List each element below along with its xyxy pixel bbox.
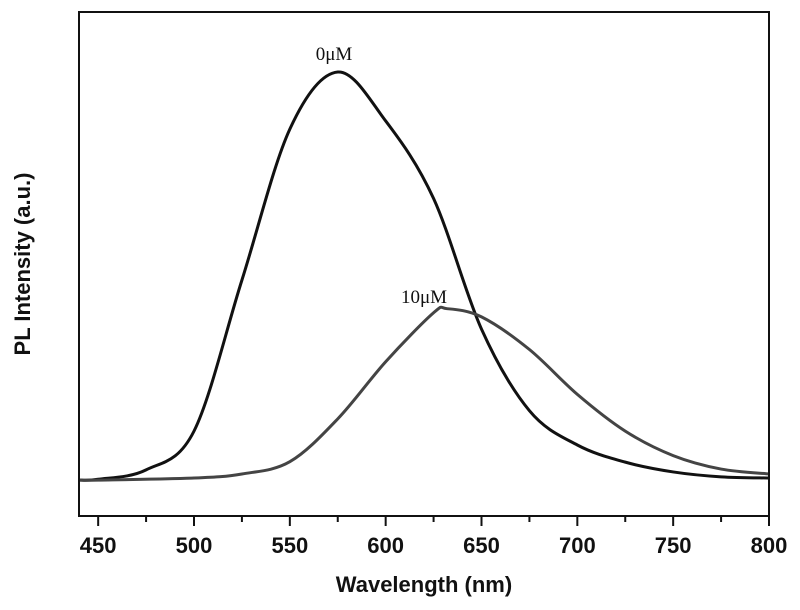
series-lines [78, 70, 770, 482]
x-axis-ticks: 450 500 550 600 650 700 750 800 [80, 516, 788, 558]
x-tick-label: 550 [271, 533, 308, 558]
series-line-0uM [78, 70, 770, 482]
annotation-label: 10μM [401, 287, 447, 308]
x-axis-title: Wavelength (nm) [336, 572, 512, 597]
x-tick-label: 500 [176, 533, 213, 558]
x-tick-label: 750 [655, 533, 692, 558]
annotation-label: 0μM [316, 44, 353, 65]
x-tick-label: 450 [80, 533, 117, 558]
x-tick-label: 700 [559, 533, 596, 558]
x-tick-label: 650 [463, 533, 500, 558]
annotations: 0μM 10μM [316, 44, 447, 308]
x-tick-label: 600 [367, 533, 404, 558]
series-line-10uM [78, 305, 770, 482]
x-tick-label: 800 [751, 533, 788, 558]
plot-frame [78, 11, 770, 517]
y-axis-title: PL Intensity (a.u.) [10, 173, 35, 356]
